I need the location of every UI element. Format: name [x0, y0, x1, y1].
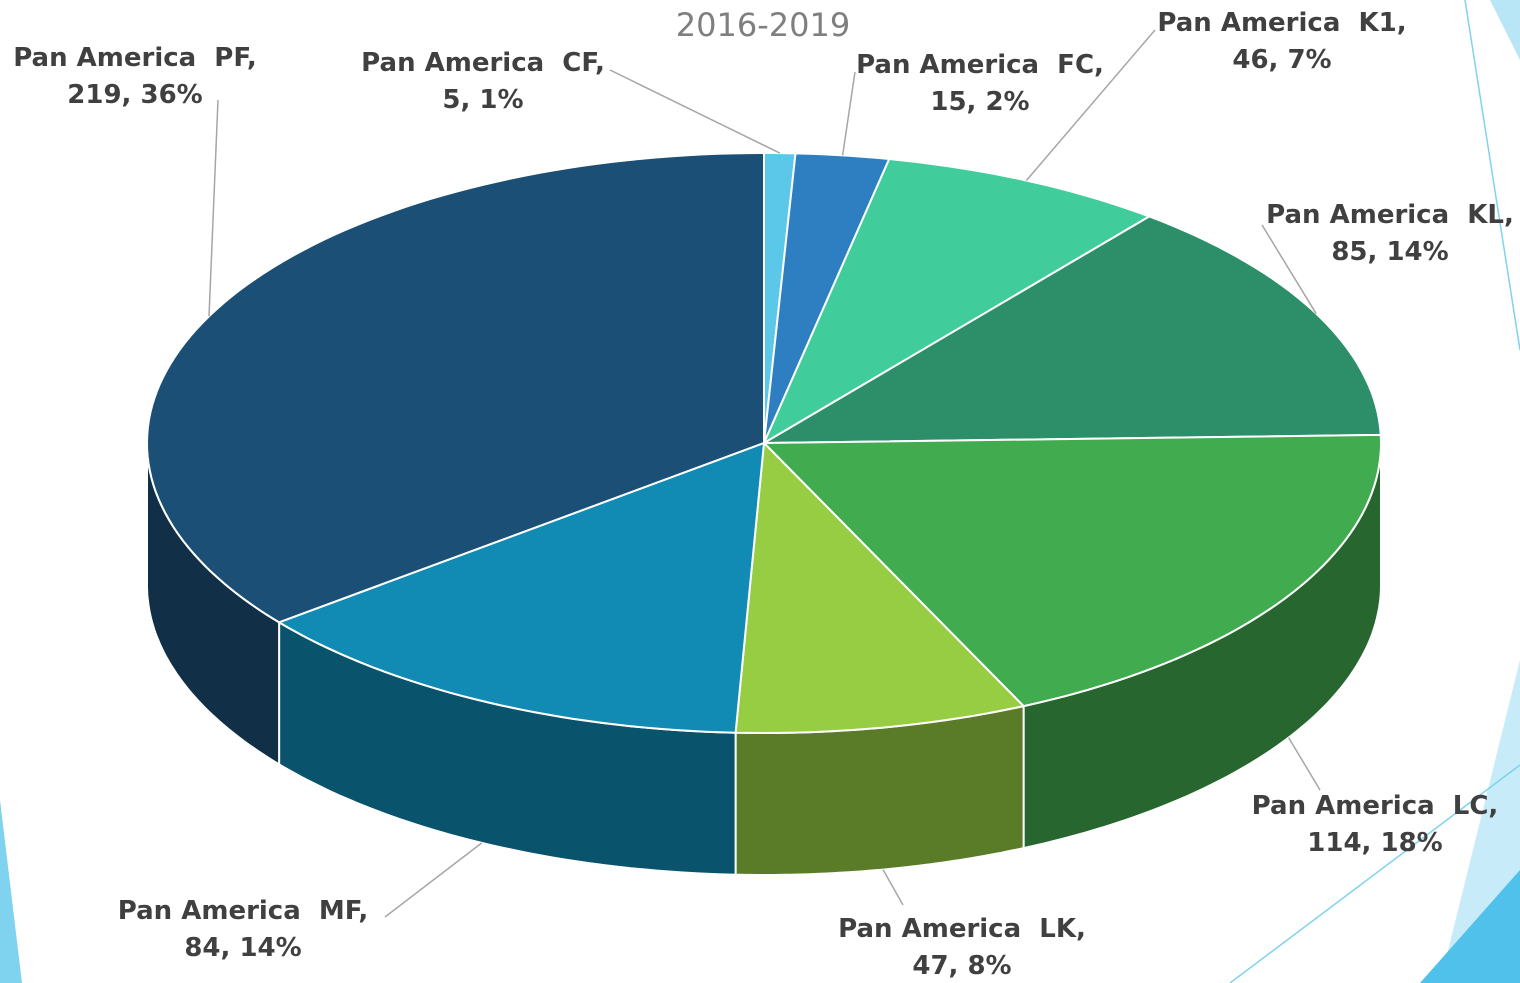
- data-label-name: Pan America LK,: [838, 914, 1086, 944]
- data-label-name: Pan America K1,: [1157, 8, 1406, 38]
- data-label-name: Pan America FC,: [856, 50, 1104, 80]
- data-label-value: 84, 14%: [184, 933, 301, 963]
- leader-line: [208, 99, 219, 317]
- slice: [734, 440, 1026, 735]
- leader-line: [841, 71, 856, 156]
- slice: [761, 433, 1383, 708]
- leader-line: [384, 842, 483, 918]
- data-label-name: Pan America PF,: [13, 43, 257, 73]
- leader-line: [1287, 737, 1321, 791]
- data-label-name: Pan America KL,: [1266, 200, 1514, 230]
- leader-line: [1261, 224, 1317, 315]
- data-label-value: 5, 1%: [442, 85, 523, 115]
- leader-line: [882, 869, 904, 906]
- leader-line: [609, 69, 781, 154]
- data-label-name: Pan America CF,: [361, 48, 605, 78]
- slice: [276, 441, 766, 734]
- leader-line: [1025, 29, 1156, 181]
- data-label-value: 47, 8%: [912, 951, 1011, 981]
- data-label-name: Pan America LC,: [1252, 791, 1499, 821]
- data-label-value: 85, 14%: [1331, 237, 1448, 267]
- data-label-value: 15, 2%: [930, 87, 1029, 117]
- data-label-value: 114, 18%: [1307, 828, 1442, 858]
- data-label-name: Pan America MF,: [118, 896, 368, 926]
- data-label-value: 46, 7%: [1232, 45, 1331, 75]
- slice: [761, 157, 1152, 446]
- chart-title: 2016-2019: [676, 6, 850, 44]
- data-label-value: 219, 36%: [67, 80, 202, 110]
